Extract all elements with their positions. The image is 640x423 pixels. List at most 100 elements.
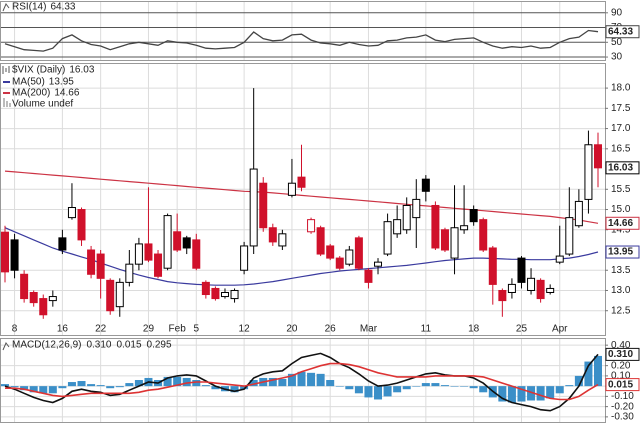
histogram-bar	[77, 381, 86, 387]
panel-frame	[0, 1, 606, 61]
candle-body	[565, 217, 574, 255]
y-tick-label: 13.0	[611, 285, 631, 296]
histogram-bar	[173, 376, 182, 387]
x-tick-label: 29	[143, 324, 155, 335]
candle-body	[268, 227, 277, 243]
candle-body	[173, 231, 182, 251]
histogram-bar	[278, 378, 287, 387]
legend-icon	[3, 98, 11, 107]
y-tick-label: 15.0	[611, 204, 631, 215]
candle-body	[39, 298, 48, 316]
histogram-bar	[230, 386, 239, 393]
y-tick-label: -0.20	[611, 401, 634, 412]
candle-body	[58, 237, 67, 251]
histogram-bar	[460, 386, 469, 387]
candle-body	[326, 245, 335, 259]
candle-body	[201, 281, 210, 296]
histogram-bar	[134, 380, 143, 387]
candle-body	[335, 257, 344, 269]
candle-body	[106, 279, 115, 312]
histogram-bar	[115, 386, 124, 388]
y-tick-label: 13.5	[611, 265, 631, 276]
candle-body	[67, 207, 76, 219]
y-tick-label: 16.5	[611, 143, 631, 154]
value-box	[605, 161, 640, 175]
legend-value: 13.95	[49, 77, 74, 88]
candle-body	[536, 279, 545, 300]
histogram-bar	[546, 386, 555, 399]
histogram-bar	[536, 386, 545, 401]
y-tick-label: -0.10	[611, 391, 634, 402]
candle-body	[546, 287, 555, 294]
y-tick-label: 15.5	[611, 184, 631, 195]
value-box	[605, 25, 640, 39]
x-tick-label: Apr	[552, 324, 568, 335]
histogram-bar	[498, 386, 507, 402]
candle-body	[421, 178, 430, 192]
y-tick-label: 17.5	[611, 103, 631, 114]
panel-title: RSI(14)	[12, 2, 46, 13]
candle-body	[259, 182, 268, 229]
x-tick-label: 11	[421, 324, 432, 335]
candle-body	[211, 287, 220, 300]
candle-body	[517, 257, 526, 283]
candle-body	[134, 243, 143, 265]
histogram-bar	[96, 385, 105, 387]
histogram-bar	[297, 371, 306, 387]
value-box-label: 0.310	[608, 349, 633, 360]
candle-body	[383, 221, 392, 255]
y-tick-label: 0.10	[611, 371, 631, 382]
candle-body	[278, 233, 287, 247]
value-box-label: 16.03	[608, 162, 633, 173]
x-tick-label: 22	[95, 324, 107, 335]
histogram-bar	[67, 382, 76, 387]
histogram-bar	[163, 376, 172, 387]
histogram-bar	[431, 383, 440, 387]
legend-value: 0.015	[117, 340, 142, 351]
moving-average-line	[4, 170, 599, 224]
title-icon	[2, 342, 10, 351]
macd-line	[5, 362, 599, 401]
histogram-bar	[211, 386, 220, 390]
candle-body	[182, 237, 191, 249]
x-tick-label: 25	[516, 324, 528, 335]
candle-body	[87, 249, 96, 275]
histogram-bar	[182, 377, 191, 387]
candle-body	[163, 215, 172, 269]
histogram-bar	[584, 361, 593, 387]
histogram-bar	[440, 385, 449, 387]
value-box-label: 13.95	[608, 247, 633, 258]
candle-body	[393, 219, 402, 235]
histogram-bar	[555, 386, 564, 394]
histogram-bar	[354, 386, 363, 394]
y-tick-label: 0.20	[611, 360, 631, 371]
x-tick-label: 12	[239, 324, 251, 335]
histogram-bar	[345, 386, 354, 390]
candle-body	[48, 296, 57, 302]
value-box-label: 0.015	[608, 379, 633, 390]
candle-body	[374, 261, 383, 267]
histogram-bar	[316, 373, 325, 387]
candle-body	[125, 263, 134, 283]
x-tick-label: 20	[286, 324, 298, 335]
candle-body	[115, 281, 124, 308]
candle-body	[144, 243, 153, 261]
x-tick-label: Mar	[360, 324, 378, 335]
value-box-label: 64.33	[608, 26, 633, 37]
histogram-bar	[469, 386, 478, 389]
histogram-bar	[192, 380, 201, 387]
value-box-label: 14.66	[608, 218, 633, 229]
candle-body	[192, 239, 201, 269]
title-icon	[2, 3, 10, 12]
histogram-bar	[268, 377, 277, 387]
candle-body	[479, 219, 488, 251]
y-tick-label: 30	[611, 52, 623, 63]
histogram-bar	[1, 384, 9, 387]
legend-label: Volume undef	[12, 99, 73, 110]
histogram-bar	[479, 386, 488, 393]
y-tick-label: -0.30	[611, 412, 634, 423]
histogram-bar	[393, 386, 402, 393]
y-tick-label: 14.5	[611, 224, 631, 235]
value-box	[605, 245, 640, 259]
candle-body	[488, 247, 497, 285]
